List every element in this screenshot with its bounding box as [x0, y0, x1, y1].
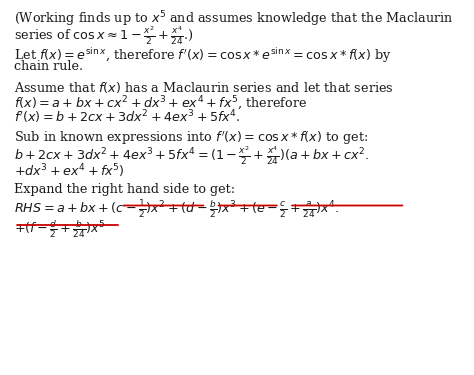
Text: Assume that $f(x)$ has a Maclaurin series and let that series: Assume that $f(x)$ has a Maclaurin serie… — [14, 80, 394, 95]
Text: series of $\cos x \approx 1 - \frac{x^2}{2} + \frac{x^4}{24}$.): series of $\cos x \approx 1 - \frac{x^2}… — [14, 24, 194, 46]
Text: $\mathit{RHS} = a + bx + (c - \frac{1}{2})x^2 + (d - \frac{b}{2})x^3 + (e - \fra: $\mathit{RHS} = a + bx + (c - \frac{1}{2… — [14, 199, 340, 220]
Text: chain rule.: chain rule. — [14, 60, 83, 73]
Text: $+ dx^3 + ex^4 + fx^5)$: $+ dx^3 + ex^4 + fx^5)$ — [14, 162, 125, 180]
Text: $+ (f - \frac{d}{2} + \frac{b}{24})x^5$: $+ (f - \frac{d}{2} + \frac{b}{24})x^5$ — [14, 218, 106, 240]
Text: Expand the right hand side to get:: Expand the right hand side to get: — [14, 183, 236, 196]
Text: $f(x) = a + bx + cx^2 + dx^3 + ex^4 + fx^5$, therefore: $f(x) = a + bx + cx^2 + dx^3 + ex^4 + fx… — [14, 94, 308, 112]
Text: $b + 2cx + 3dx^2 + 4ex^3 + 5fx^4 = (1 - \frac{x^2}{2} + \frac{x^4}{24})(a + bx +: $b + 2cx + 3dx^2 + 4ex^3 + 5fx^4 = (1 - … — [14, 145, 370, 167]
Text: $f'(x) = b + 2cx + 3dx^2 + 4ex^3 + 5fx^4$.: $f'(x) = b + 2cx + 3dx^2 + 4ex^3 + 5fx^4… — [14, 109, 241, 126]
Text: (Working finds up to $x^5$ and assumes knowledge that the Maclaurin: (Working finds up to $x^5$ and assumes k… — [14, 9, 454, 29]
Text: Let $f(x) = e^{\mathrm{sin}\, x}$, therefore $f'(x) = \cos x * e^{\mathrm{sin}\,: Let $f(x) = e^{\mathrm{sin}\, x}$, there… — [14, 46, 392, 64]
Text: Sub in known expressions into $f'(x) = \cos x * f(x)$ to get:: Sub in known expressions into $f'(x) = \… — [14, 129, 368, 147]
